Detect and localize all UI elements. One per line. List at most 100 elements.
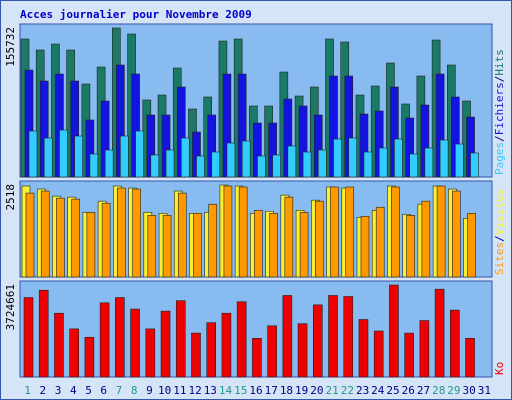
bar [28, 130, 38, 178]
bar [135, 130, 144, 178]
legend-separator: / [493, 76, 506, 83]
bar [147, 215, 157, 278]
max-label: 2518 [4, 184, 17, 211]
x-tick-label: 26 [402, 384, 415, 397]
bar [115, 297, 125, 378]
bar [363, 151, 373, 178]
bar [297, 323, 308, 378]
max-label: 155732 [4, 27, 17, 67]
bar [54, 312, 64, 378]
chart-title: Acces journalier pour Novembre 2009 [20, 8, 252, 21]
bar [38, 289, 49, 378]
x-tick-label: 16 [249, 384, 262, 397]
bar [89, 153, 99, 178]
bar [165, 149, 175, 178]
bar [71, 198, 80, 278]
legend-entry: Fichiers [493, 82, 506, 135]
x-tick-label: 3 [55, 384, 62, 397]
legend: Sites/Visites [493, 189, 506, 275]
x-tick-label: 18 [280, 384, 293, 397]
x-tick-label: 14 [219, 384, 233, 397]
bar [43, 137, 53, 178]
bar [360, 216, 370, 278]
bar [117, 187, 126, 278]
bar [206, 322, 217, 378]
bar [177, 192, 187, 278]
x-tick-label: 7 [116, 384, 123, 397]
max-label: 3724661 [4, 284, 17, 330]
x-tick-label: 30 [463, 384, 476, 397]
x-tick-label: 4 [70, 384, 77, 397]
bar [226, 142, 236, 178]
x-tick-label: 8 [131, 384, 138, 397]
bar [419, 320, 430, 378]
bar [196, 155, 205, 178]
x-tick-label: 22 [341, 384, 354, 397]
bar [470, 152, 479, 178]
bar [25, 192, 35, 278]
bar [236, 301, 247, 378]
bar [409, 153, 418, 178]
bar [394, 138, 403, 178]
x-tick-label: 21 [326, 384, 339, 397]
bar [404, 332, 414, 378]
legend-separator: / [493, 135, 506, 142]
bar [314, 200, 324, 278]
x-tick-label: 1 [24, 384, 31, 397]
x-tick-label: 5 [85, 384, 92, 397]
bar [180, 137, 190, 178]
bar [348, 137, 358, 178]
bar [257, 155, 266, 178]
bar [358, 319, 369, 378]
bar [312, 304, 323, 378]
bar [406, 215, 415, 278]
x-tick-label: 23 [356, 384, 369, 397]
x-tick-label: 28 [432, 384, 445, 397]
bar [424, 147, 434, 178]
x-tick-label: 19 [295, 384, 308, 397]
bar [162, 215, 172, 278]
x-tick-label: 31 [478, 384, 491, 397]
bar [74, 135, 83, 178]
bar [101, 202, 111, 278]
bar [439, 139, 449, 178]
bar [284, 196, 294, 278]
legend-entry: Ko [493, 362, 506, 375]
x-tick-label: 17 [265, 384, 278, 397]
bar [238, 186, 248, 278]
x-tick-label: 25 [386, 384, 399, 397]
bar [269, 213, 278, 278]
bar [328, 295, 338, 378]
legend: Pages/Fichiers/Hits [493, 49, 506, 175]
legend-entry: Visites [493, 189, 506, 235]
bar [421, 200, 431, 278]
bar [343, 296, 354, 378]
bar [391, 186, 400, 278]
x-tick-label: 29 [447, 384, 460, 397]
legend: Ko [493, 362, 506, 375]
x-tick-label: 9 [146, 384, 153, 397]
bar [84, 336, 95, 378]
bar [221, 312, 232, 378]
x-tick-label: 24 [371, 384, 385, 397]
bar [378, 147, 388, 178]
x-tick-label: 2 [40, 384, 47, 397]
bar [211, 151, 221, 178]
bar [299, 211, 309, 278]
x-tick-label: 13 [204, 384, 217, 397]
x-tick-label: 15 [234, 384, 247, 397]
bar [436, 185, 446, 278]
bar [104, 149, 114, 178]
bar [333, 138, 342, 178]
bar [282, 295, 293, 378]
bar [302, 151, 312, 178]
x-tick-label: 6 [100, 384, 107, 397]
bar [267, 325, 277, 378]
bar [455, 143, 464, 178]
bar [132, 188, 141, 278]
bar [150, 154, 160, 178]
bar [375, 206, 385, 278]
bar [252, 338, 262, 378]
bar [86, 211, 96, 278]
